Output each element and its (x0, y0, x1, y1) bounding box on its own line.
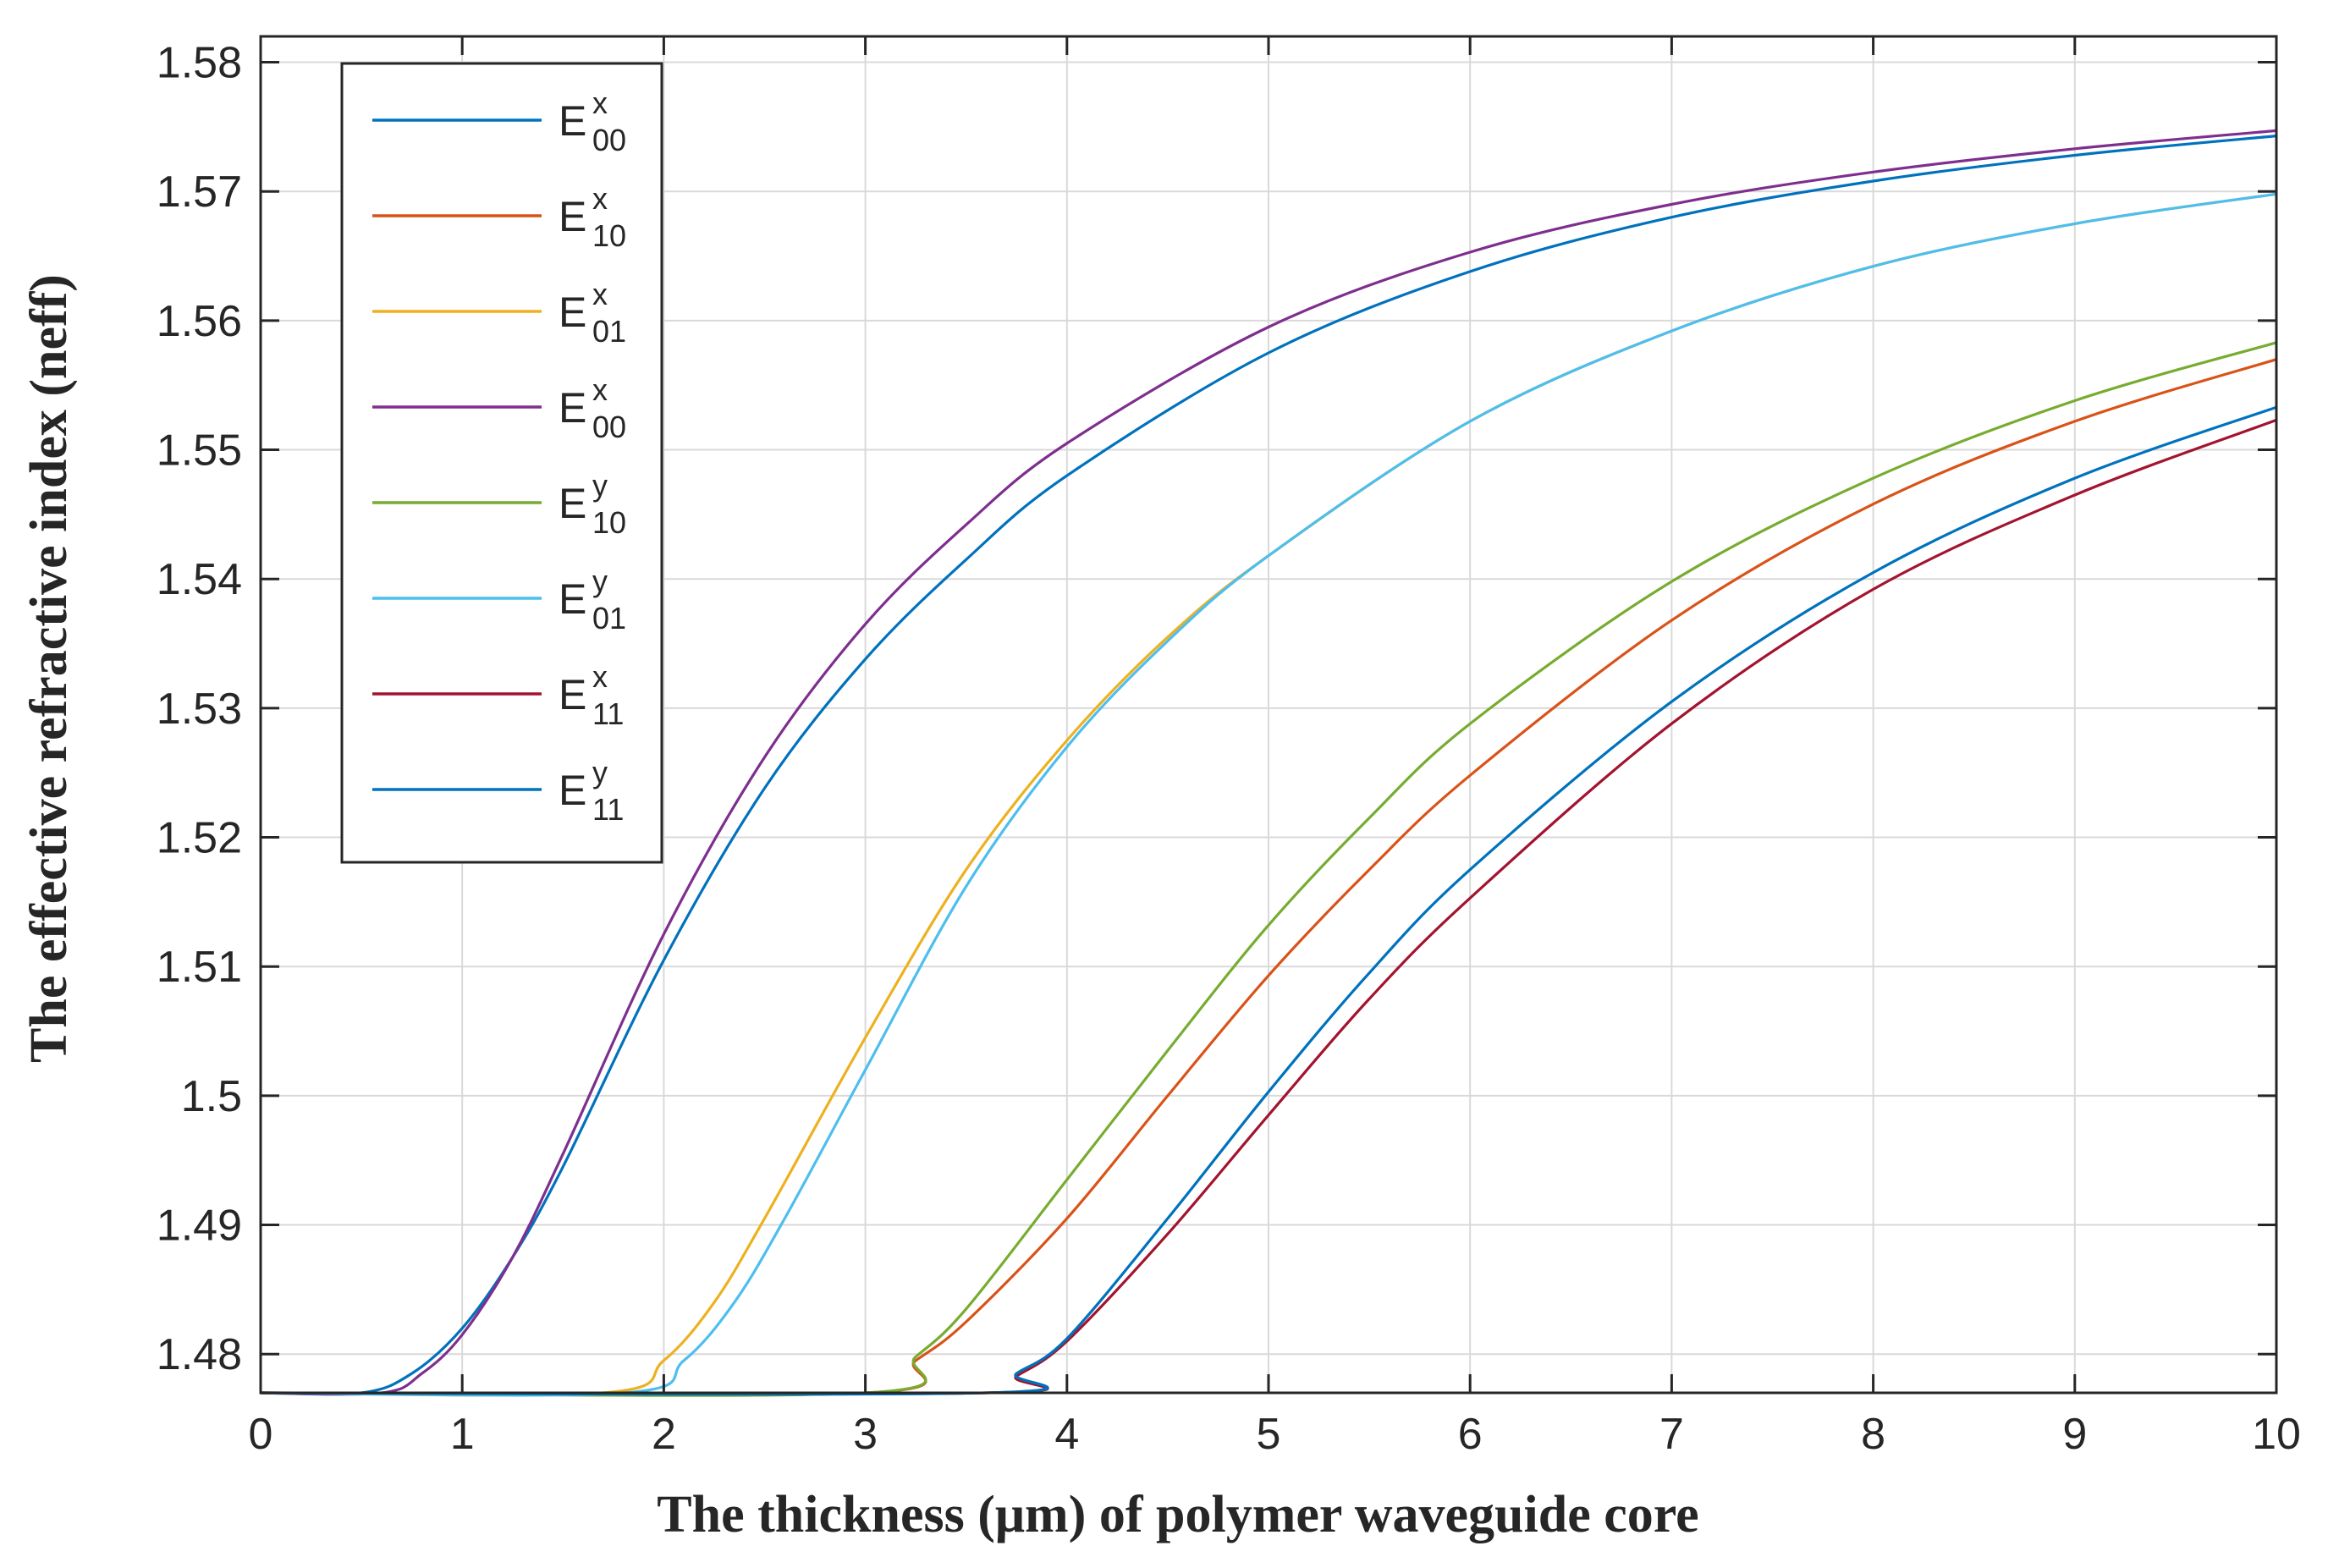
legend-label-superscript: x (592, 181, 608, 216)
y-tick-label: 1.58 (157, 39, 242, 88)
x-tick-label: 1 (450, 1410, 475, 1459)
legend-label-superscript: x (592, 659, 608, 694)
legend-label-base: E (559, 575, 586, 623)
y-tick-label: 1.49 (157, 1202, 242, 1251)
series-lines (260, 129, 2277, 1397)
legend-label-base: E (559, 289, 586, 336)
x-tick-label: 6 (1458, 1410, 1483, 1459)
x-axis-ticks: 0 1 2 3 4 5 6 7 8 9 10 (249, 36, 2301, 1459)
y-axis-ticks: 1.48 1.49 1.5 1.51 1.52 1.53 1.54 1.55 1.56 1.57 1… (157, 39, 2276, 1379)
x-tick-label: 8 (1861, 1410, 1885, 1459)
x-tick-label: 5 (1257, 1410, 1281, 1459)
y-tick-label: 1.48 (157, 1330, 242, 1379)
legend-label-base: E (559, 480, 586, 527)
x-tick-label: 9 (2062, 1410, 2087, 1459)
series-line-x00 (260, 135, 2277, 1396)
legend-label-superscript: x (592, 372, 608, 407)
legend-label-subscript: 11 (592, 696, 624, 731)
legend-label-base: E (559, 97, 586, 145)
y-tick-label: 1.55 (157, 426, 242, 476)
y-tick-label: 1.52 (157, 814, 242, 863)
series-line-x00 (260, 129, 2277, 1396)
x-tick-label: 2 (652, 1410, 676, 1459)
legend-box (340, 62, 663, 864)
x-tick-label: 7 (1659, 1410, 1684, 1459)
legend-label-subscript: 00 (592, 410, 626, 444)
y-tick-label: 1.5 (181, 1072, 242, 1121)
y-tick-label: 1.56 (157, 297, 242, 346)
legend-label-subscript: 10 (592, 505, 626, 540)
legend-label-subscript: 11 (592, 792, 624, 827)
legend-label-superscript: y (592, 468, 608, 503)
legend-label-superscript: x (592, 85, 608, 120)
x-tick-label: 3 (853, 1410, 878, 1459)
legend-label-subscript: 01 (592, 601, 626, 635)
series-line-y01 (260, 192, 2277, 1397)
legend-label-subscript: 01 (592, 314, 626, 349)
y-tick-label: 1.53 (157, 685, 242, 734)
legend-label-base: E (559, 384, 586, 432)
legend-label-subscript: 00 (592, 123, 626, 157)
x-tick-label: 10 (2252, 1410, 2301, 1459)
legend-label-subscript: 10 (592, 218, 626, 253)
legend-label-base: E (559, 671, 586, 718)
x-axis-title: The thickness (μm) of polymer waveguide … (657, 1486, 1698, 1543)
y-tick-label: 1.54 (157, 555, 242, 604)
y-tick-label: 1.51 (157, 943, 242, 992)
legend-label-superscript: x (592, 277, 608, 311)
y-tick-label: 1.57 (157, 168, 242, 217)
x-tick-label: 0 (249, 1410, 273, 1459)
y-axis-title: The effective refractive index (neff) (20, 274, 78, 1063)
legend-label-base: E (559, 193, 586, 240)
legend-label-superscript: y (592, 755, 608, 790)
legend-label-superscript: y (592, 564, 608, 598)
legend-label-base: E (559, 767, 586, 814)
series-line-y10 (260, 341, 2277, 1397)
x-tick-label: 4 (1054, 1410, 1079, 1459)
